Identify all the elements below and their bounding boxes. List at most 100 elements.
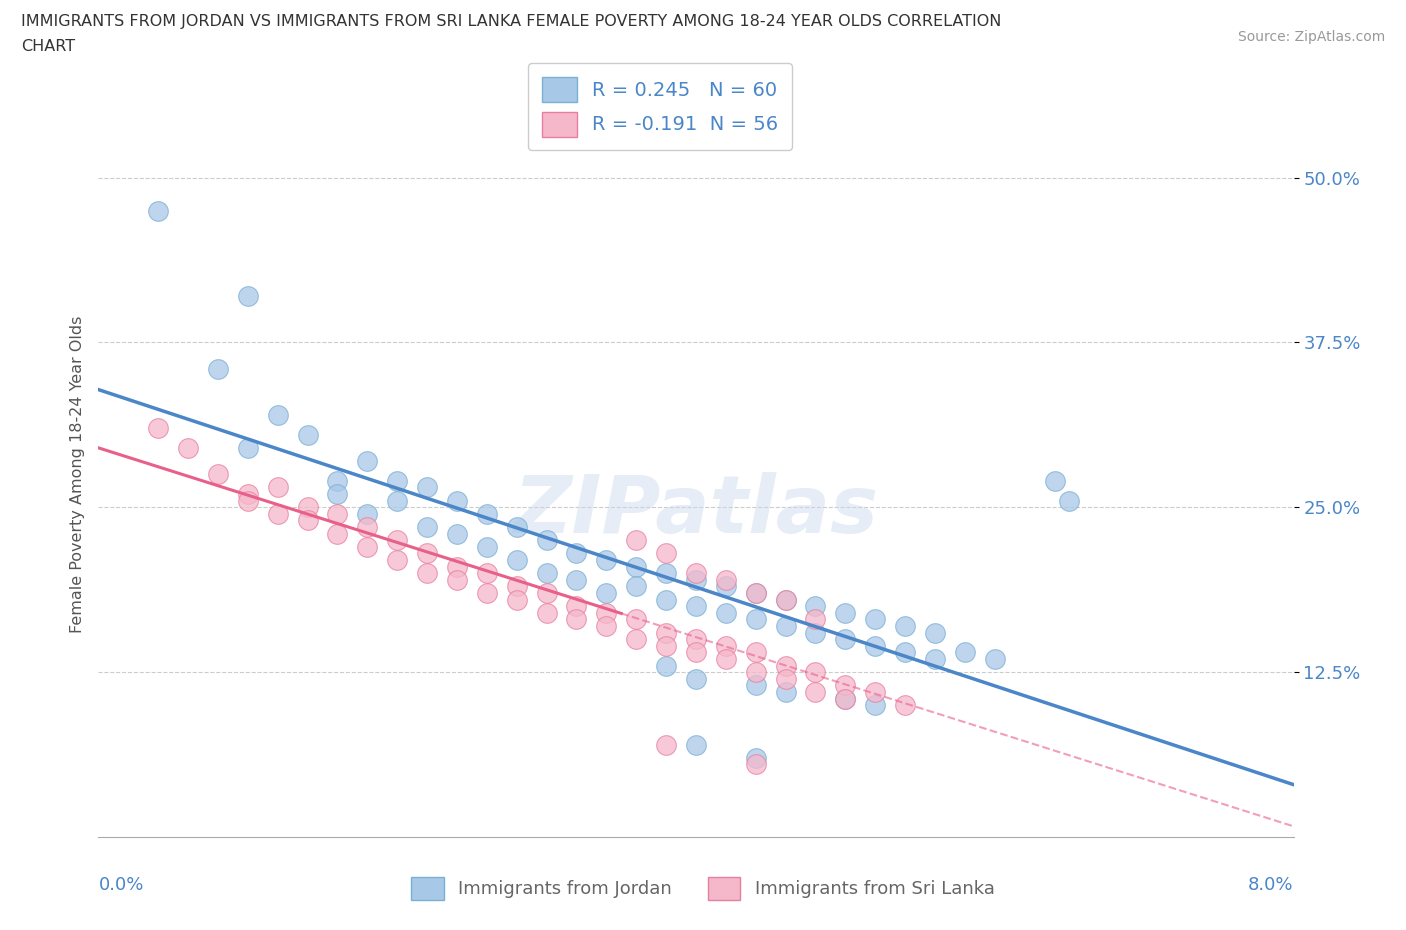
Point — [924, 652, 946, 667]
Point — [834, 678, 856, 693]
Point — [834, 691, 856, 706]
Point — [745, 612, 768, 627]
Point — [385, 552, 409, 567]
Point — [297, 499, 319, 514]
Point — [446, 559, 468, 574]
Point — [326, 473, 349, 488]
Point — [475, 586, 498, 601]
Point — [595, 605, 617, 620]
Point — [326, 507, 349, 522]
Point — [385, 473, 409, 488]
Point — [714, 579, 737, 594]
Point — [834, 631, 856, 646]
Point — [685, 671, 707, 686]
Point — [894, 698, 917, 712]
Point — [385, 493, 409, 508]
Point — [865, 612, 887, 627]
Point — [685, 565, 707, 580]
Point — [655, 638, 678, 653]
Point — [475, 539, 498, 554]
Point — [446, 526, 468, 541]
Point — [655, 592, 678, 607]
Point — [416, 546, 439, 561]
Point — [626, 559, 648, 574]
Point — [326, 486, 349, 501]
Point — [475, 565, 498, 580]
Point — [267, 507, 290, 522]
Point — [685, 644, 707, 659]
Point — [894, 644, 917, 659]
Point — [565, 599, 588, 614]
Point — [775, 684, 797, 699]
Y-axis label: Female Poverty Among 18-24 Year Olds: Female Poverty Among 18-24 Year Olds — [69, 315, 84, 633]
Point — [775, 671, 797, 686]
Point — [804, 599, 827, 614]
Point — [177, 441, 200, 456]
Point — [745, 665, 768, 680]
Point — [775, 618, 797, 633]
Point — [775, 592, 797, 607]
Point — [475, 507, 498, 522]
Point — [745, 586, 768, 601]
Point — [775, 658, 797, 673]
Point — [267, 480, 290, 495]
Point — [385, 533, 409, 548]
Point — [714, 572, 737, 587]
Legend: R = 0.245   N = 60, R = -0.191  N = 56: R = 0.245 N = 60, R = -0.191 N = 56 — [529, 63, 792, 151]
Point — [984, 652, 1007, 667]
Point — [655, 565, 678, 580]
Point — [267, 407, 290, 422]
Text: IMMIGRANTS FROM JORDAN VS IMMIGRANTS FROM SRI LANKA FEMALE POVERTY AMONG 18-24 Y: IMMIGRANTS FROM JORDAN VS IMMIGRANTS FRO… — [21, 14, 1001, 29]
Point — [416, 520, 439, 535]
Point — [536, 533, 558, 548]
Point — [236, 486, 259, 501]
Point — [1043, 473, 1066, 488]
Point — [446, 493, 468, 508]
Point — [506, 579, 529, 594]
Point — [655, 658, 678, 673]
Point — [745, 678, 768, 693]
Point — [595, 586, 617, 601]
Point — [536, 565, 558, 580]
Point — [745, 751, 768, 765]
Text: Source: ZipAtlas.com: Source: ZipAtlas.com — [1237, 30, 1385, 44]
Point — [834, 691, 856, 706]
Point — [685, 631, 707, 646]
Point — [356, 507, 378, 522]
Point — [207, 362, 229, 377]
Point — [745, 586, 768, 601]
Point — [446, 572, 468, 587]
Point — [685, 599, 707, 614]
Point — [236, 493, 259, 508]
Point — [804, 684, 827, 699]
Text: ZIPatlas: ZIPatlas — [513, 472, 879, 550]
Point — [416, 480, 439, 495]
Point — [685, 737, 707, 752]
Point — [148, 203, 170, 218]
Point — [655, 737, 678, 752]
Point — [536, 586, 558, 601]
Point — [626, 533, 648, 548]
Point — [865, 638, 887, 653]
Point — [714, 605, 737, 620]
Point — [1059, 493, 1081, 508]
Point — [416, 565, 439, 580]
Point — [714, 652, 737, 667]
Point — [148, 420, 170, 435]
Point — [894, 618, 917, 633]
Point — [297, 427, 319, 442]
Point — [655, 546, 678, 561]
Point — [865, 684, 887, 699]
Point — [626, 612, 648, 627]
Point — [626, 631, 648, 646]
Point — [207, 467, 229, 482]
Point — [834, 605, 856, 620]
Text: CHART: CHART — [21, 39, 75, 54]
Point — [565, 612, 588, 627]
Point — [745, 757, 768, 772]
Point — [236, 289, 259, 304]
Point — [595, 552, 617, 567]
Point — [565, 546, 588, 561]
Point — [804, 625, 827, 640]
Point — [236, 441, 259, 456]
